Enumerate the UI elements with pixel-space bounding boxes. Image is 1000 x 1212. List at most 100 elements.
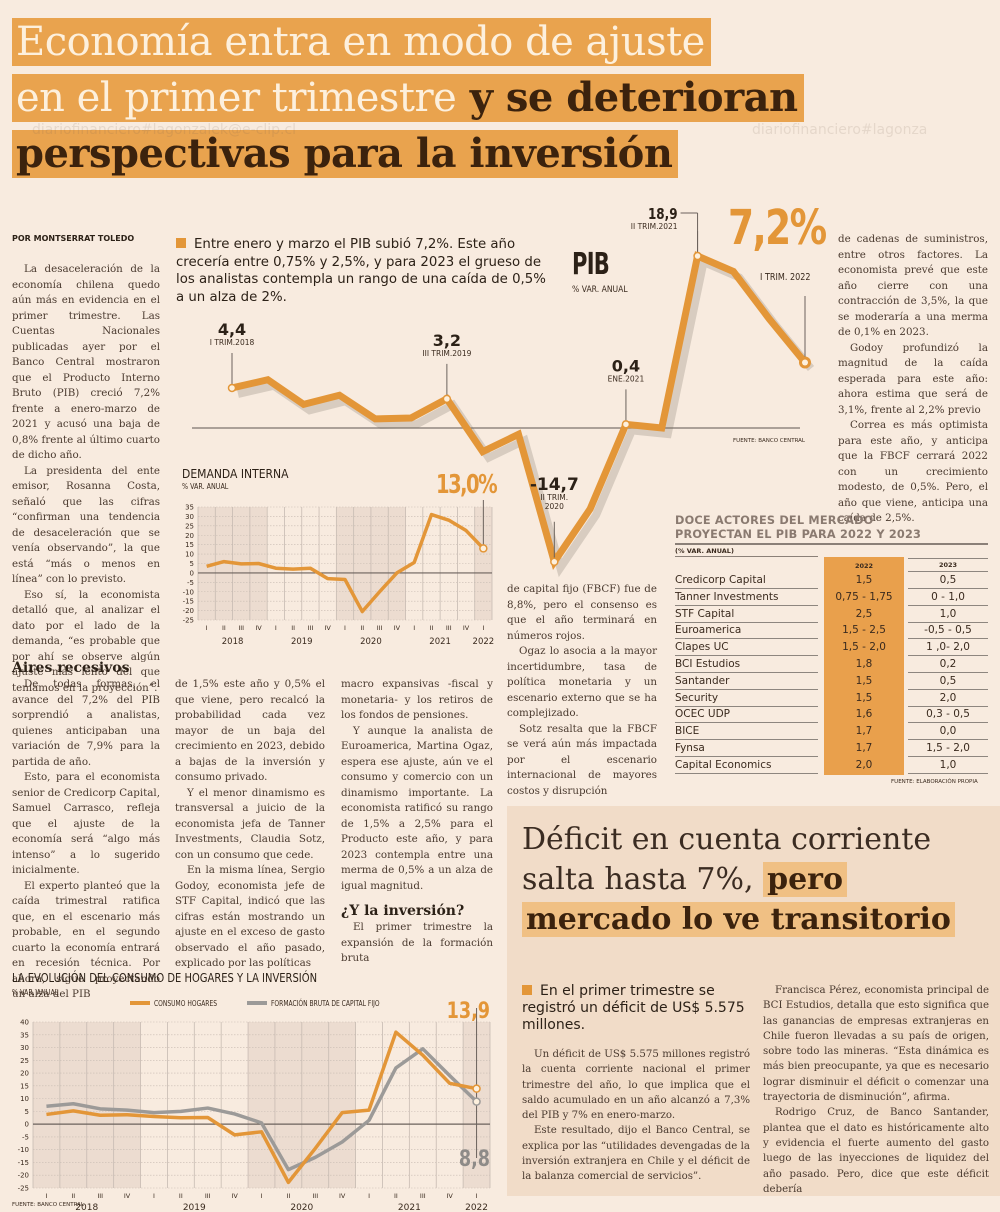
x-tick-label: II (286, 1192, 290, 1200)
article-column-1: La desaceleración de la economía chilena… (12, 262, 160, 696)
demanda-chart-subtitle: % VAR. ANUAL (182, 482, 229, 491)
x-tick-label: II (179, 1192, 183, 1200)
deficit-title-highlight-1: pero (763, 862, 847, 897)
table-cell-2023: 1,0 (908, 607, 988, 623)
y-tick-label: -20 (18, 1172, 29, 1180)
table-row: Santander 1,5 0,5 (675, 671, 988, 690)
table-cell-2023: 0,3 - 0,5 (908, 707, 988, 724)
table-cell-name: Security (675, 691, 818, 707)
table-unit: (% VAR. ANUAL) (675, 547, 734, 555)
subhead-aires-recesivos: Aires recesivos (12, 660, 130, 676)
table-cell-2022: 1,5 (855, 674, 873, 687)
paragraph: de cadenas de suministros, entre otros f… (838, 233, 988, 338)
deficit-column-2: Francisca Pérez, economista principal de… (763, 983, 989, 1197)
x-tick-label: I (476, 1192, 478, 1200)
x-tick-label: I (153, 1192, 155, 1200)
y-tick-label: -5 (22, 1133, 29, 1141)
y-tick-label: 35 (20, 1031, 29, 1039)
x-tick-label: II (222, 624, 226, 632)
x-tick-label: I (368, 1192, 370, 1200)
headline-line-2-light: en el primer trimestre (16, 75, 457, 121)
paragraph: La desaceleración de la economía chilena… (12, 263, 160, 461)
paragraph: El experto planteó que la caída trimestr… (12, 879, 160, 1001)
pib-chart-title: PIB (572, 247, 610, 282)
paragraph: Este resultado, dijo el Banco Central, s… (522, 1125, 750, 1183)
final-point-marker (472, 1097, 481, 1106)
y-tick-label: -10 (183, 588, 194, 596)
annotation-marker (442, 394, 452, 404)
annotation-label: II TRIM. (540, 493, 568, 502)
y-tick-label: -15 (18, 1159, 29, 1167)
annotation-value: 0,4 (612, 356, 640, 375)
table-row: Capital Economics 2,0 1,0 (675, 755, 988, 774)
annotation-marker (550, 557, 559, 567)
paragraph: Sotz resalta que la FBCF se verá aún más… (507, 722, 657, 797)
paragraph: Y aunque la analista de Euroamerica, Mar… (341, 724, 493, 892)
table-cell-name: Santander (675, 674, 818, 690)
table-cell-2023: -0,5 - 0,5 (908, 623, 988, 640)
x-tick-label: I (261, 1192, 263, 1200)
lead-text-content: Entre enero y marzo el PIB subió 7,2%. E… (176, 237, 546, 305)
subhead-y-la-inversion: ¿Y la inversión? (341, 903, 465, 919)
table-cell-2022: 2,5 (855, 607, 873, 620)
table-header-2023: 2023 (908, 558, 988, 572)
final-point-marker (472, 1084, 481, 1093)
y-tick-label: 30 (185, 513, 194, 521)
table-title-line-1: DOCE ACTORES DEL MERCADO (675, 514, 874, 527)
paragraph: Un déficit de US$ 5.575 millones registr… (522, 1049, 750, 1122)
table-cell-2022: 2,0 (855, 758, 873, 771)
table-header-2022: 2022 (854, 562, 874, 570)
x-tick-label: III (97, 1192, 103, 1200)
x-tick-label: IV (255, 624, 262, 632)
table-cell-name: Credicorp Capital (675, 573, 818, 589)
article-column-3: macro expansivas -fiscal y monetaria- y … (341, 677, 493, 967)
paragraph: macro expansivas -fiscal y monetaria- y … (341, 678, 493, 721)
y-tick-label: 35 (185, 504, 194, 512)
annotation-value: 4,4 (218, 320, 246, 339)
annotation-label: II TRIM.2021 (631, 222, 678, 231)
y-tick-label: 0 (25, 1121, 29, 1129)
x-tick-label: III (446, 624, 452, 632)
table-row: Euroamerica 1,5 - 2,5 -0,5 - 0,5 (675, 620, 988, 640)
y-tick-label: 25 (20, 1057, 29, 1065)
y-tick-label: 15 (185, 541, 194, 549)
paragraph: Godoy profundizó la magnitud de la caída… (838, 341, 988, 416)
x-tick-label: III (308, 624, 314, 632)
table-title: DOCE ACTORES DEL MERCADO PROYECTAN EL PI… (675, 514, 921, 541)
bullet-square-icon (176, 238, 186, 248)
x-tick-label: II (360, 624, 364, 632)
paragraph: El primer trimestre la expansión de la f… (341, 921, 493, 964)
paragraph: Eso sí, la economista detalló que, al an… (12, 588, 160, 694)
watermark: diariofinanciero#lagonza (752, 122, 928, 138)
x-tick-label: I (45, 1192, 47, 1200)
deficit-title-highlight-2: mercado lo ve transitorio (522, 902, 955, 937)
final-point-marker-inner (802, 359, 808, 366)
table-cell-2023: 0,0 (908, 724, 988, 741)
annotation-label: ENE.2021 (608, 374, 645, 383)
byline: POR MONTSERRAT TOLEDO (12, 234, 135, 243)
annotation-label: I TRIM.2018 (210, 338, 255, 347)
table-cell-name: OCEC UDP (675, 707, 818, 724)
table-cell-2022: 1,7 (855, 742, 873, 754)
consumo-series-line (46, 1030, 477, 1185)
paragraph: Francisca Pérez, economista principal de… (763, 985, 989, 1104)
paragraph: La presidenta del ente emisor, Rosanna C… (12, 464, 160, 586)
x-tick-label: IV (325, 624, 332, 632)
y-tick-label: 25 (185, 522, 194, 530)
year-label: 2018 (75, 1203, 98, 1212)
table-title-rule (675, 543, 988, 545)
deficit-title: Déficit en cuenta corriente salta hasta … (522, 820, 1000, 940)
table-cell-2023: 0,2 (908, 657, 988, 673)
table-cell-2023: 1 ,0- 2,0 (908, 640, 988, 657)
table-cell-2022: 1,5 - 2,5 (842, 624, 886, 637)
demanda-headline-value: 13,0% (436, 470, 498, 500)
fbcf-series-line (46, 1047, 478, 1172)
table-cell-2023: 0,5 (908, 674, 988, 690)
table-row: Tanner Investments 0,75 - 1,75 0 - 1,0 (675, 587, 988, 606)
x-tick-label: II (394, 1192, 398, 1200)
y-tick-label: 20 (185, 532, 194, 540)
y-tick-label: -25 (183, 617, 194, 625)
year-label: 2020 (360, 637, 382, 647)
x-tick-label: IV (463, 624, 470, 632)
